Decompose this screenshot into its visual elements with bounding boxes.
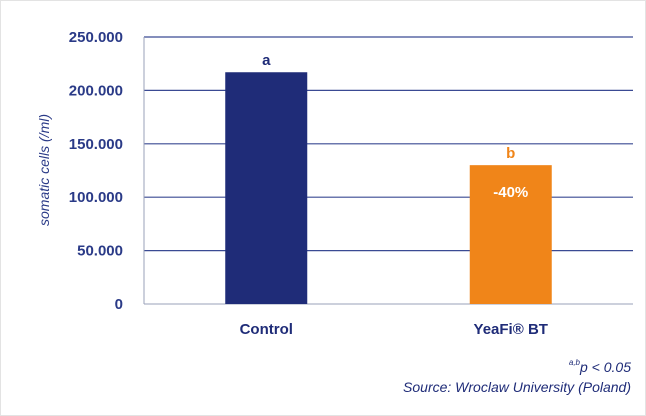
significance-note: a,bp < 0.05 bbox=[403, 353, 631, 377]
bars: a b -40% bbox=[225, 52, 552, 304]
y-tick-label: 250.000 bbox=[69, 29, 123, 46]
significance-letter: a bbox=[262, 52, 271, 69]
y-tick-label: 50.000 bbox=[77, 243, 123, 260]
y-axis-label: somatic cells (/ml) bbox=[36, 114, 52, 226]
bar bbox=[469, 165, 552, 304]
y-tick-label: 150.000 bbox=[69, 136, 123, 153]
y-tick-label: 0 bbox=[115, 296, 123, 313]
bar bbox=[225, 72, 308, 304]
source-note: Source: Wroclaw University (Poland) bbox=[403, 379, 631, 395]
footnote: a,bp < 0.05 Source: Wroclaw University (… bbox=[403, 353, 631, 397]
category-label: YeaFi® BT bbox=[474, 321, 548, 338]
bar-annotation: -40% bbox=[493, 184, 528, 201]
category-label: Control bbox=[240, 321, 293, 338]
significance-text: p < 0.05 bbox=[580, 359, 631, 375]
category-labels: Control YeaFi® BT bbox=[240, 321, 548, 338]
y-tick-label: 100.000 bbox=[69, 189, 123, 206]
significance-letter: b bbox=[506, 145, 515, 162]
y-axis-ticks: 0 50.000 100.000 150.000 200.000 250.000 bbox=[69, 29, 123, 313]
gridlines bbox=[143, 36, 633, 305]
significance-superscript: a,b bbox=[568, 358, 580, 367]
y-tick-label: 200.000 bbox=[69, 82, 123, 99]
